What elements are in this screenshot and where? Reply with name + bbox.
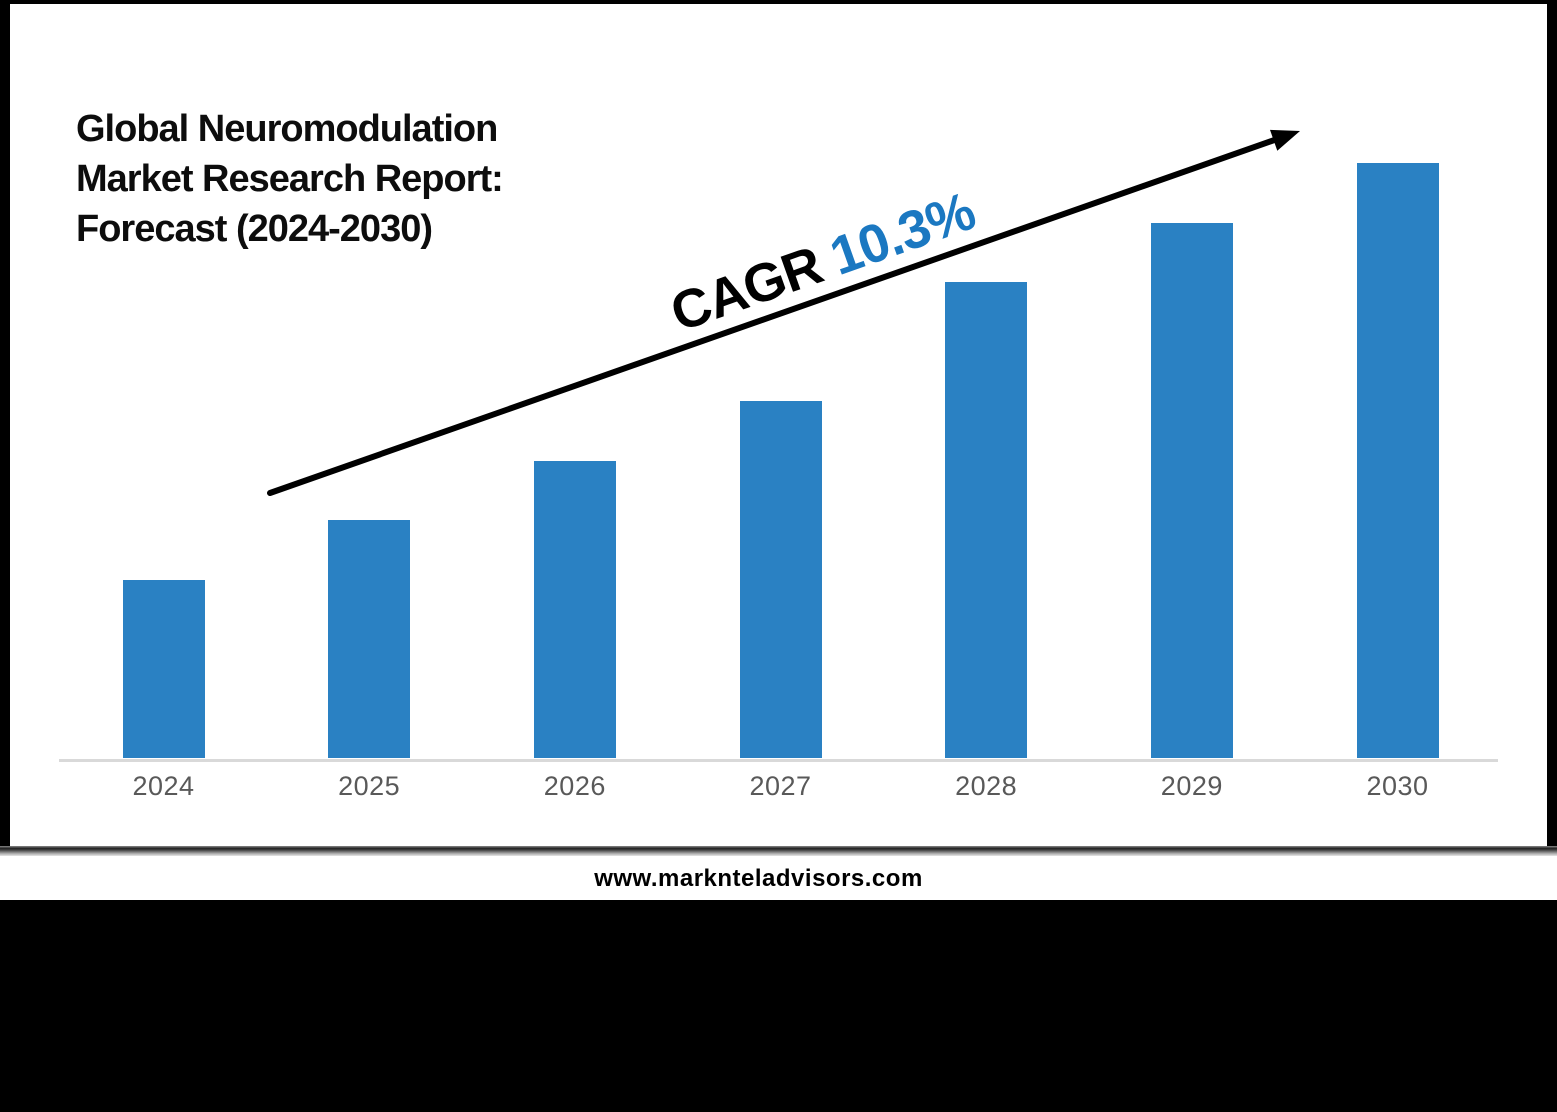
footer-strip: www.marknteladvisors.com <box>0 856 1557 900</box>
x-axis-label-2027: 2027 <box>749 771 812 801</box>
cagr-value: 10.3% <box>822 180 983 287</box>
bar-2028 <box>945 282 1028 758</box>
x-axis-label-2029: 2029 <box>1160 771 1223 801</box>
x-axis-label-2026: 2026 <box>543 771 606 801</box>
x-axis-label-2025: 2025 <box>338 771 401 801</box>
chart-title-line: Global Neuromodulation <box>76 108 498 150</box>
bar-2030 <box>1356 163 1439 758</box>
chart-title: Global Neuromodulation Market Research R… <box>76 104 504 254</box>
footer-website: www.marknteladvisors.com <box>594 865 923 892</box>
x-axis-label-2028: 2028 <box>955 771 1018 801</box>
x-axis-line <box>59 759 1498 762</box>
chart-title-line: Forecast (2024-2030) <box>76 208 433 250</box>
bar-2027 <box>739 401 822 758</box>
chart-panel: Global Neuromodulation Market Research R… <box>10 4 1547 846</box>
x-axis-label-2030: 2030 <box>1366 771 1429 801</box>
cagr-label: CAGR <box>663 235 830 344</box>
x-axis-label-2024: 2024 <box>132 771 195 801</box>
chart-title-line: Market Research Report: <box>76 158 504 200</box>
cagr-annotation: CAGR 10.3% <box>663 178 989 345</box>
bar-2025 <box>328 520 411 758</box>
bar-2024 <box>122 579 205 758</box>
bar-2029 <box>1150 222 1233 758</box>
bar-2026 <box>533 460 616 758</box>
bottom-bar <box>0 900 1557 1112</box>
panel-shadow <box>0 846 1557 856</box>
